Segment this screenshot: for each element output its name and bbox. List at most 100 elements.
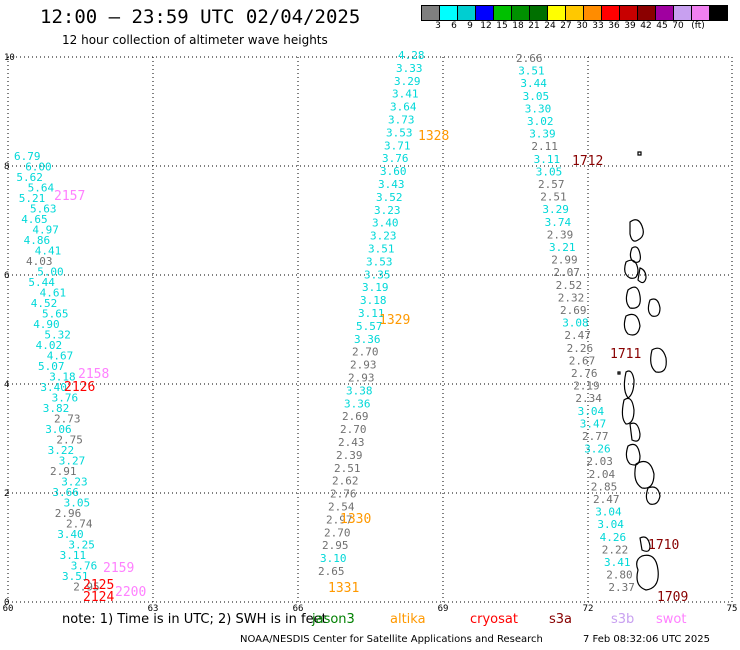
generation-timestamp: 7 Feb 08:32:06 UTC 2025	[583, 634, 710, 645]
wave-height-reading: 3.40	[372, 217, 399, 230]
wave-height-reading: 4.03	[26, 255, 53, 268]
wave-height-reading: 4.02	[36, 339, 63, 352]
legend-label: 33	[592, 21, 604, 31]
wave-height-reading: 2.91	[50, 465, 77, 478]
wave-height-reading: 2.75	[56, 434, 83, 447]
legend-label: 18	[512, 21, 524, 31]
wave-height-reading: 4.86	[24, 234, 50, 247]
wave-height-reading: 3.51	[368, 243, 395, 256]
wave-height-reading: 3.27	[59, 455, 86, 468]
wave-height-reading: 3.30	[525, 102, 552, 115]
y-tick-label: 0	[4, 598, 9, 608]
wave-height-reading: 5.64	[28, 182, 55, 195]
wave-height-reading: 3.29	[542, 203, 569, 216]
wave-height-reading: 2.77	[582, 430, 609, 443]
y-tick-label: 2	[4, 489, 9, 499]
wave-height-reading: 4.41	[35, 245, 62, 258]
legend-label: 6	[451, 21, 457, 31]
wave-height-reading: 2.74	[66, 518, 93, 531]
island-outline	[617, 371, 621, 375]
wave-height-reading: 4.26	[600, 531, 627, 544]
wave-height-reading: 3.08	[562, 317, 589, 330]
wave-height-reading: 5.00	[37, 266, 64, 279]
island-outline	[639, 536, 651, 552]
pass-time-label: 1330	[340, 512, 371, 527]
wave-height-reading: 3.51	[62, 570, 89, 583]
satellite-name: cryosat	[470, 612, 518, 627]
pass-time-label: 1712	[572, 154, 603, 169]
wave-height-reading: 3.05	[536, 165, 563, 178]
wave-height-reading: 3.23	[370, 230, 397, 243]
satellite-name: swot	[656, 612, 687, 627]
wave-height-reading: 3.06	[45, 423, 71, 436]
wave-height-reading: 2.57	[538, 178, 565, 191]
wave-height-reading: 2.26	[567, 342, 594, 355]
pass-time-label: 2157	[54, 189, 85, 204]
wave-height-reading: 3.44	[520, 77, 547, 90]
wave-height-reading: 2.04	[589, 468, 616, 481]
wave-height-reading: 5.07	[38, 360, 65, 373]
wave-height-reading: 3.71	[384, 139, 411, 152]
wave-height-reading: 3.36	[354, 333, 381, 346]
island-outline	[650, 347, 667, 373]
wave-height-reading: 2.51	[334, 462, 361, 475]
wave-height-reading: 3.41	[604, 556, 631, 569]
x-tick-label: 63	[148, 604, 159, 614]
pass-time-label: 2200	[115, 585, 146, 600]
wave-height-reading: 4.67	[47, 350, 74, 363]
y-tick-label: 4	[4, 380, 9, 390]
island-outline	[637, 151, 642, 156]
x-tick-label: 75	[727, 604, 738, 614]
wave-height-reading: 4.90	[33, 318, 60, 331]
island-outline	[623, 370, 635, 399]
wave-height-reading: 4.28	[398, 49, 425, 62]
x-tick-label: 60	[3, 604, 14, 614]
wave-height-reading: 3.18	[360, 294, 387, 307]
wave-height-reading: 3.11	[534, 153, 561, 166]
island-outline	[629, 219, 644, 242]
wave-height-reading: 3.35	[364, 268, 391, 281]
wave-height-reading: 3.26	[584, 443, 611, 456]
island-outline	[625, 286, 641, 309]
wave-height-reading: 3.23	[61, 476, 87, 489]
pass-time-label: 1709	[657, 590, 688, 605]
legend-label: 45	[656, 21, 668, 31]
wave-height-reading: 3.05	[64, 497, 91, 510]
wave-height-reading: 2.47	[564, 329, 591, 342]
wave-height-reading: 3.53	[366, 255, 393, 268]
island-outline	[624, 259, 639, 279]
wave-height-reading: 3.38	[346, 384, 373, 397]
y-tick-label: 8	[4, 162, 9, 172]
wave-height-reading: 3.43	[378, 178, 405, 191]
wave-height-reading: 2.37	[608, 581, 635, 594]
wave-height-reading: 3.04	[597, 518, 624, 531]
wave-height-reading: 2.95	[322, 539, 349, 552]
footnote: note: 1) Time is in UTC; 2) SWH is in fe…	[62, 612, 327, 627]
wave-height-reading: 2.85	[591, 480, 618, 493]
wave-height-reading: 2.32	[558, 291, 585, 304]
color-legend	[421, 5, 728, 21]
wave-height-reading: 5.44	[28, 276, 55, 289]
wave-height-reading: 2.69	[342, 410, 369, 423]
wave-height-reading: 2.96	[55, 507, 82, 520]
wave-height-reading: 3.23	[374, 204, 401, 217]
wave-height-reading: 3.04	[595, 506, 622, 519]
wave-height-reading: 2.70	[340, 423, 367, 436]
wave-height-reading: 5.65	[42, 308, 69, 321]
wave-height-reading: 2.11	[531, 140, 558, 153]
wave-height-reading: 3.18	[49, 371, 75, 384]
wave-height-reading: 3.60	[380, 165, 407, 178]
satellite-name: jason3	[312, 612, 355, 627]
wave-height-reading: 3.40	[40, 381, 67, 394]
wave-height-reading: 3.53	[386, 126, 413, 139]
satellite-name: s3a	[549, 612, 573, 627]
wave-height-reading: 5.63	[30, 203, 57, 216]
wave-height-reading: 3.33	[396, 62, 423, 75]
wave-height-reading: 2.93	[350, 359, 377, 372]
wave-height-reading: 2.34	[575, 392, 602, 405]
x-tick-label: 66	[293, 604, 304, 614]
wave-height-reading: 2.93	[348, 372, 375, 385]
wave-height-reading: 3.36	[344, 397, 371, 410]
pass-time-label: 1328	[418, 129, 449, 144]
wave-height-reading: 3.51	[518, 65, 545, 78]
